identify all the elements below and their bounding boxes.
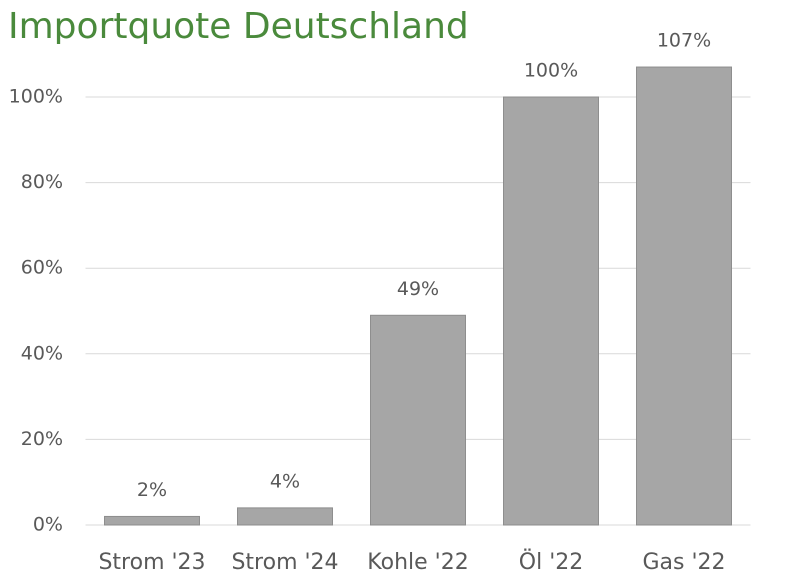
- bar: [503, 96, 599, 526]
- bar: [237, 507, 333, 526]
- value-label: 107%: [657, 30, 711, 52]
- y-tick-label: 60%: [21, 257, 63, 279]
- y-tick-label: 100%: [9, 86, 63, 108]
- x-tick-label: Strom '23: [98, 550, 205, 575]
- value-label: 4%: [270, 470, 300, 492]
- y-tick-label: 20%: [21, 428, 63, 450]
- value-label: 2%: [137, 479, 167, 501]
- value-label: 100%: [524, 60, 578, 82]
- y-tick-label: 0%: [33, 514, 63, 536]
- x-tick-label: Strom '24: [231, 550, 338, 575]
- bar: [104, 515, 200, 526]
- y-tick-label: 40%: [21, 342, 63, 364]
- chart-title: Importquote Deutschland: [8, 6, 469, 47]
- bar: [636, 66, 732, 526]
- x-tick-label: Öl '22: [519, 549, 583, 575]
- bar: [370, 314, 466, 526]
- y-tick-label: 80%: [21, 171, 63, 193]
- value-label: 49%: [397, 278, 439, 300]
- x-tick-label: Gas '22: [642, 550, 725, 575]
- x-tick-label: Kohle '22: [367, 550, 468, 575]
